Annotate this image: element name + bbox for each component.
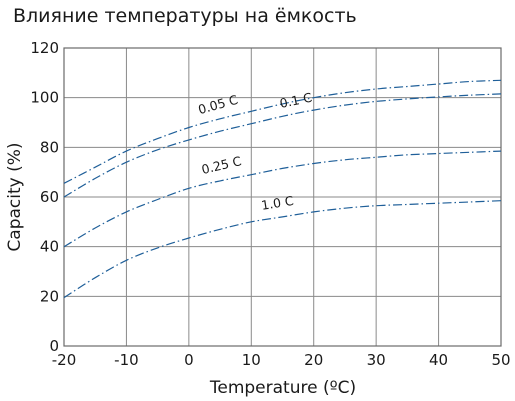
series-line-0-25-c [63, 150, 502, 248]
x-tick-label: 20 [304, 351, 323, 369]
y-tick-label: 100 [30, 89, 59, 107]
x-tick-label: 0 [184, 351, 194, 369]
y-tick-labels: 0 20 40 60 80 100 120 [30, 39, 59, 355]
x-tick-label: -20 [52, 351, 77, 369]
series-label-0-1-c: 0.1 C [278, 90, 313, 111]
x-tick-labels: -20 -10 0 10 20 30 40 50 [52, 351, 511, 369]
x-tick-label: 50 [491, 351, 510, 369]
x-tick-label: 30 [367, 351, 386, 369]
series-label-0-25-c: 0.25 C [200, 153, 243, 177]
y-tick-label: 20 [40, 287, 59, 305]
x-tick-label: 40 [429, 351, 448, 369]
series-label-0-05-c: 0.05 C [196, 92, 239, 117]
y-tick-label: 40 [40, 238, 59, 256]
y-tick-label: 120 [30, 39, 59, 57]
series-line-1-0-c [63, 200, 502, 299]
series-labels: 0.05 C 0.1 C 0.25 C 1.0 C [196, 90, 313, 213]
series-curves [63, 79, 502, 299]
x-axis-label: Temperature (ºC) [209, 378, 356, 398]
y-tick-label: 80 [40, 138, 59, 156]
series-line-0-1-c [63, 93, 502, 198]
y-tick-label: 0 [49, 337, 59, 355]
series-label-1-0-c: 1.0 C [260, 193, 295, 213]
y-axis-label: Capacity (%) [5, 142, 25, 251]
series-line-0-05-c [63, 79, 502, 184]
x-tick-label: 10 [242, 351, 261, 369]
x-tick-label: -10 [114, 351, 139, 369]
chart-title: Влияние температуры на ёмкость [13, 5, 357, 27]
y-tick-label: 60 [40, 188, 59, 206]
